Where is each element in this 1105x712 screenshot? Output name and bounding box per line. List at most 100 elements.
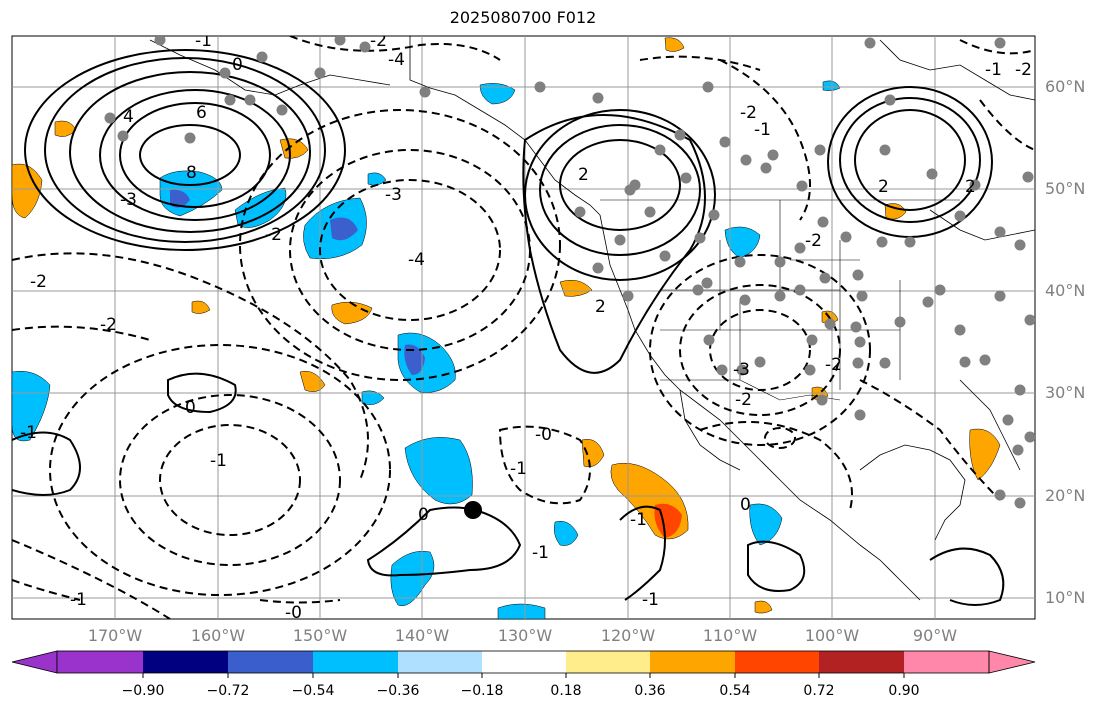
colorbar-tick-label: 0.90 (888, 683, 920, 699)
latitude-label: 30°N (1045, 383, 1086, 402)
contour-label: -0 (285, 603, 302, 623)
map-title: 2025080700 F012 (449, 8, 597, 27)
contour-label: -2 (265, 225, 282, 245)
anomaly-fill-blue (479, 83, 516, 105)
longitude-label: 160°W (190, 626, 246, 645)
contour-label: -3 (385, 185, 402, 205)
colorbar-bin (566, 651, 650, 673)
longitude-label: 110°W (702, 626, 758, 645)
contour-label: 2 (965, 177, 976, 197)
station-dots (104, 36, 1035, 509)
contour-label: -2 (100, 315, 117, 335)
contours-positive (12, 49, 1005, 606)
anomaly-fill-blue (390, 551, 435, 607)
colorbar-tick-label: −0.54 (291, 683, 335, 699)
colorbar-bin (57, 651, 143, 673)
contour-label: -2 (735, 390, 752, 410)
colorbar-bin (650, 651, 735, 673)
anomaly-fill-blue (724, 226, 761, 259)
longitude-label: 120°W (600, 626, 656, 645)
colorbar-bin (143, 651, 228, 673)
map-plot-area (11, 35, 1036, 620)
colorbar-tick-label: −0.36 (376, 683, 420, 699)
contour-label: 0 (185, 398, 196, 418)
contour-label-layer: 0 4 6 8 -3 -4 -2 -1 -2 -3 -2 -4 -2 -1 2 … (20, 31, 1032, 623)
colorbar-extend-low (11, 650, 58, 674)
colorbar-tick-label: 0.18 (550, 683, 582, 699)
contour-label: -2 (805, 231, 822, 251)
colorbar-bin (735, 651, 819, 673)
coastlines (149, 36, 1035, 601)
anomaly-fill-orange (969, 428, 1001, 481)
latitude-label: 40°N (1045, 281, 1086, 300)
contour-label: 2 (578, 165, 589, 185)
contour-label: -2 (30, 272, 47, 292)
anomaly-fill-orange (299, 371, 326, 392)
anomaly-fill-orange (54, 120, 77, 137)
longitude-label: 100°W (804, 626, 860, 645)
colorbar-bin (482, 651, 566, 673)
contour-label: 2 (595, 297, 606, 317)
latitude-label: 10°N (1045, 588, 1086, 607)
contour-label: 0 (232, 55, 243, 75)
contour-label: -2 (1015, 60, 1032, 80)
contour-label: 4 (123, 107, 134, 127)
colorbar-tick-label: 0.72 (803, 683, 835, 699)
longitude-label: 150°W (292, 626, 348, 645)
anomaly-fill-blue (367, 172, 387, 186)
colorbar-tick-label: −0.90 (121, 683, 165, 699)
longitude-label: 140°W (394, 626, 450, 645)
anomaly-fill-orange (754, 600, 773, 614)
contour-label: -4 (388, 50, 405, 70)
longitude-label: 130°W (497, 626, 553, 645)
anomaly-fill-orange (559, 280, 593, 297)
contour-label: -2 (370, 31, 387, 51)
anomaly-fill-blue (234, 187, 287, 228)
contour-label: -1 (510, 459, 527, 479)
contour-label: -1 (985, 60, 1002, 80)
colorbar-tick-label: 0.36 (634, 683, 666, 699)
anomaly-fill-orange (331, 301, 373, 325)
anomaly-fill-orange (191, 300, 211, 314)
anomaly-fill-blue (12, 371, 51, 442)
contour-label: 2 (878, 177, 889, 197)
colorbar-tick-label: 0.54 (719, 683, 751, 699)
colorbar-bin (819, 651, 904, 673)
longitude-label: 170°W (87, 626, 143, 645)
contour-label: -1 (630, 510, 647, 530)
colorbar-extend-high (988, 650, 1036, 674)
colorbar-bin (398, 651, 482, 673)
anomaly-fill-orange (664, 37, 685, 52)
contour-label: -2 (825, 355, 842, 375)
latitude-label: 60°N (1045, 77, 1086, 96)
colorbar-bin (228, 651, 313, 673)
latitude-label: 20°N (1045, 486, 1086, 505)
anomaly-fill-orange (12, 163, 43, 219)
gridlines (12, 36, 1035, 619)
anomaly-fill-blue (497, 603, 546, 619)
contour-label: -1 (754, 120, 771, 140)
colorbar-outline (56, 650, 990, 674)
colorbar (11, 650, 1036, 678)
contour-label: 0 (740, 495, 751, 515)
latitude-label: 50°N (1045, 179, 1086, 198)
colorbar-tick-label: −0.18 (460, 683, 504, 699)
contours-negative (12, 36, 1035, 619)
colorbar-bin (904, 651, 989, 673)
contour-label: 8 (186, 163, 197, 183)
longitude-label: 90°W (912, 626, 958, 645)
contour-label: -1 (642, 590, 659, 610)
contour-label: -1 (195, 31, 212, 51)
contour-label: -2 (740, 103, 757, 123)
contour-label: -1 (532, 543, 549, 563)
anomaly-fill-blue (749, 503, 783, 546)
anomaly-fill-dark-blue (330, 217, 358, 241)
highlight-marker (464, 501, 482, 519)
contour-label: -0 (535, 425, 552, 445)
contour-label: -1 (70, 590, 87, 610)
contour-label: -1 (210, 451, 227, 471)
anomaly-fill-dark-blue (170, 189, 190, 208)
contour-label: -1 (20, 423, 37, 443)
colorbar-bin (313, 651, 398, 673)
